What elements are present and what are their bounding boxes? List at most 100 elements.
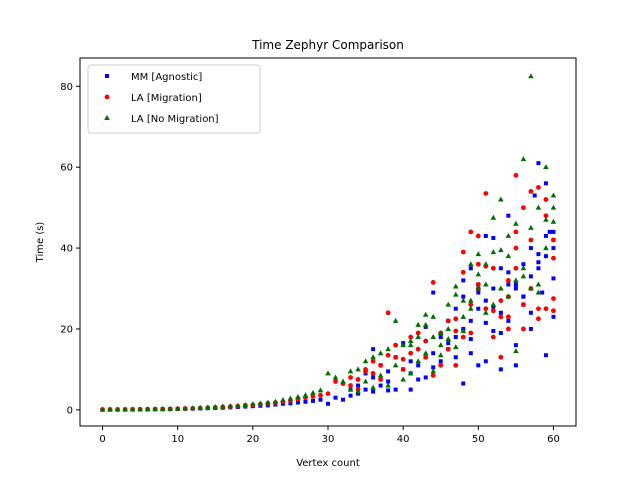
- data-point: [159, 406, 166, 412]
- data-point: [408, 387, 413, 392]
- data-point: [386, 369, 391, 374]
- data-point: [490, 301, 497, 307]
- data-point: [483, 281, 489, 287]
- data-point: [535, 204, 542, 210]
- data-point: [431, 290, 436, 295]
- data-point: [532, 193, 537, 198]
- data-point: [445, 325, 452, 331]
- data-point: [543, 306, 549, 312]
- data-point: [476, 290, 481, 295]
- data-point: [408, 334, 414, 340]
- data-point: [483, 298, 488, 303]
- data-point: [356, 391, 361, 396]
- data-point: [453, 328, 459, 334]
- y-tick-label: 20: [60, 324, 73, 335]
- data-point: [452, 283, 459, 289]
- data-point: [550, 218, 557, 224]
- data-point: [452, 291, 459, 297]
- data-point: [385, 310, 391, 316]
- data-point: [370, 358, 376, 364]
- data-point: [475, 271, 482, 277]
- data-point: [475, 251, 482, 257]
- data-point: [318, 397, 323, 402]
- data-point: [416, 363, 421, 368]
- data-point: [536, 185, 541, 190]
- data-point: [498, 310, 503, 315]
- data-point: [460, 297, 467, 303]
- data-point: [483, 261, 489, 267]
- data-point: [355, 366, 361, 372]
- data-point: [371, 347, 376, 352]
- legend-marker-1: [105, 74, 109, 78]
- data-point: [332, 374, 339, 380]
- data-point: [505, 278, 511, 283]
- data-point: [431, 365, 436, 370]
- data-point: [505, 253, 512, 259]
- data-point: [189, 405, 196, 411]
- data-point: [536, 316, 541, 322]
- data-point: [461, 278, 466, 283]
- data-point: [498, 314, 504, 320]
- data-point: [317, 387, 324, 393]
- data-point: [400, 356, 406, 362]
- data-point: [107, 406, 113, 412]
- data-point: [520, 326, 526, 332]
- data-point: [506, 270, 511, 275]
- data-point: [431, 351, 436, 356]
- data-point: [423, 338, 429, 344]
- data-point: [505, 232, 512, 238]
- data-point: [152, 406, 158, 412]
- data-point: [416, 377, 421, 382]
- data-point: [385, 352, 391, 358]
- data-point: [491, 304, 496, 309]
- data-point: [333, 379, 338, 384]
- data-point: [377, 350, 384, 356]
- data-point: [445, 301, 452, 307]
- data-point: [460, 249, 466, 255]
- y-tick-label: 60: [60, 163, 73, 174]
- data-point: [528, 274, 533, 279]
- data-point: [407, 342, 414, 348]
- data-point: [468, 318, 473, 323]
- data-point: [505, 326, 511, 332]
- data-point: [506, 318, 511, 323]
- data-point: [535, 281, 542, 287]
- data-point: [521, 262, 526, 267]
- data-point: [407, 370, 414, 376]
- data-point: [520, 302, 526, 308]
- data-point: [498, 330, 503, 335]
- data-point: [543, 197, 549, 202]
- legend-box: [87, 64, 261, 134]
- data-point: [491, 286, 496, 291]
- data-point: [122, 406, 128, 412]
- y-axis: 0 20 40 60 80: [60, 82, 80, 416]
- data-point: [528, 310, 533, 315]
- data-point: [460, 327, 467, 333]
- data-point: [445, 336, 452, 342]
- data-point: [467, 305, 474, 311]
- data-point: [460, 334, 466, 340]
- data-point: [310, 394, 316, 399]
- data-point: [326, 401, 330, 406]
- plot-marks: [99, 73, 557, 412]
- data-point: [543, 181, 548, 186]
- data-point: [386, 388, 391, 393]
- data-point: [551, 229, 556, 234]
- data-point: [491, 235, 496, 240]
- data-point: [325, 370, 331, 376]
- data-point: [265, 399, 271, 405]
- data-point: [551, 296, 556, 302]
- data-point: [341, 397, 346, 402]
- data-point: [393, 387, 398, 392]
- data-point: [400, 342, 406, 348]
- x-tick-label: 10: [171, 434, 184, 445]
- data-point: [490, 214, 497, 220]
- data-point: [167, 405, 173, 411]
- data-point: [506, 282, 511, 287]
- data-point: [513, 363, 518, 368]
- data-point: [513, 265, 519, 271]
- data-point: [453, 355, 458, 360]
- legend-label-1: MM [Agnostic]: [131, 72, 202, 83]
- data-point: [551, 237, 556, 243]
- data-point: [453, 316, 459, 322]
